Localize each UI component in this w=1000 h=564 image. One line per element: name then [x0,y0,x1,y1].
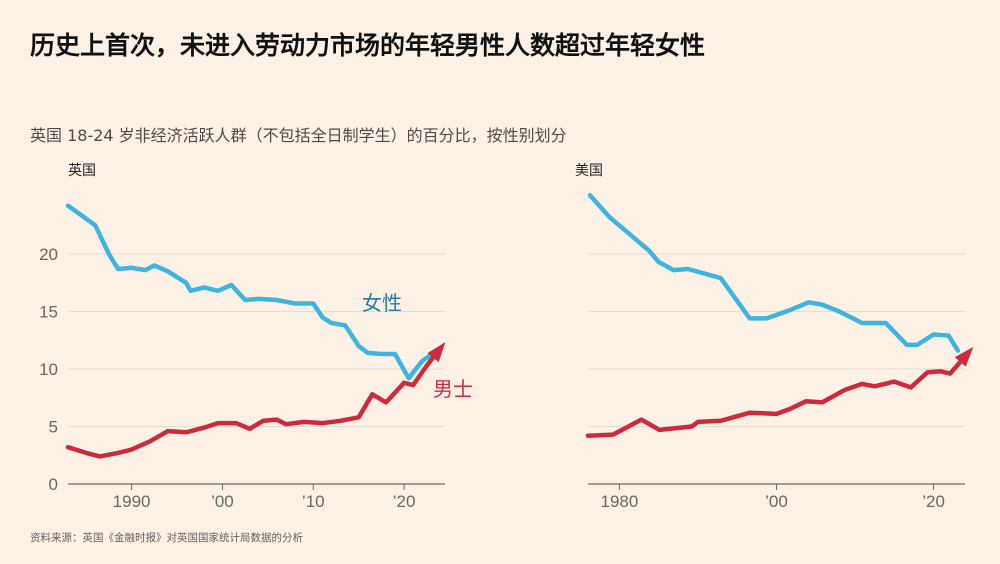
x-tick-label: ’20 [922,492,945,511]
men-line [585,350,971,438]
panel-title: 美国 [575,163,603,179]
men-line [65,346,443,459]
x-tick-label: 1980 [601,492,639,511]
x-tick-label: ’00 [211,492,234,511]
men-arrowhead [427,342,446,363]
y-tick-label: 20 [39,245,58,264]
women-label: 女性 [362,291,402,315]
men-arrowhead [954,346,974,367]
x-tick-label: ’00 [765,492,788,511]
women-line [65,203,439,381]
y-tick-label: 15 [39,303,58,322]
chart-title: 历史上首次，未进入劳动力市场的年轻男性人数超过年轻女性 [30,31,706,60]
x-tick-label: ’20 [393,492,416,511]
x-tick-label: ’10 [302,492,325,511]
source-note: 资料来源：英国《金融时报》对英国国家统计局数据的分析 [30,532,303,544]
women-line [587,193,961,353]
y-tick-label: 0 [49,475,58,494]
panel-us: 美国 1980 ’00 ’20 [575,163,974,511]
y-tick-label: 5 [49,418,58,437]
chart-subtitle: 英国 18-24 岁非经济活跃人群（不包括全日制学生）的百分比，按性别划分 [30,126,567,145]
y-tick-label: 10 [39,360,58,379]
men-label: 男士 [433,377,473,401]
x-tick-label: 1990 [113,492,151,511]
panel-title: 英国 [68,162,96,179]
